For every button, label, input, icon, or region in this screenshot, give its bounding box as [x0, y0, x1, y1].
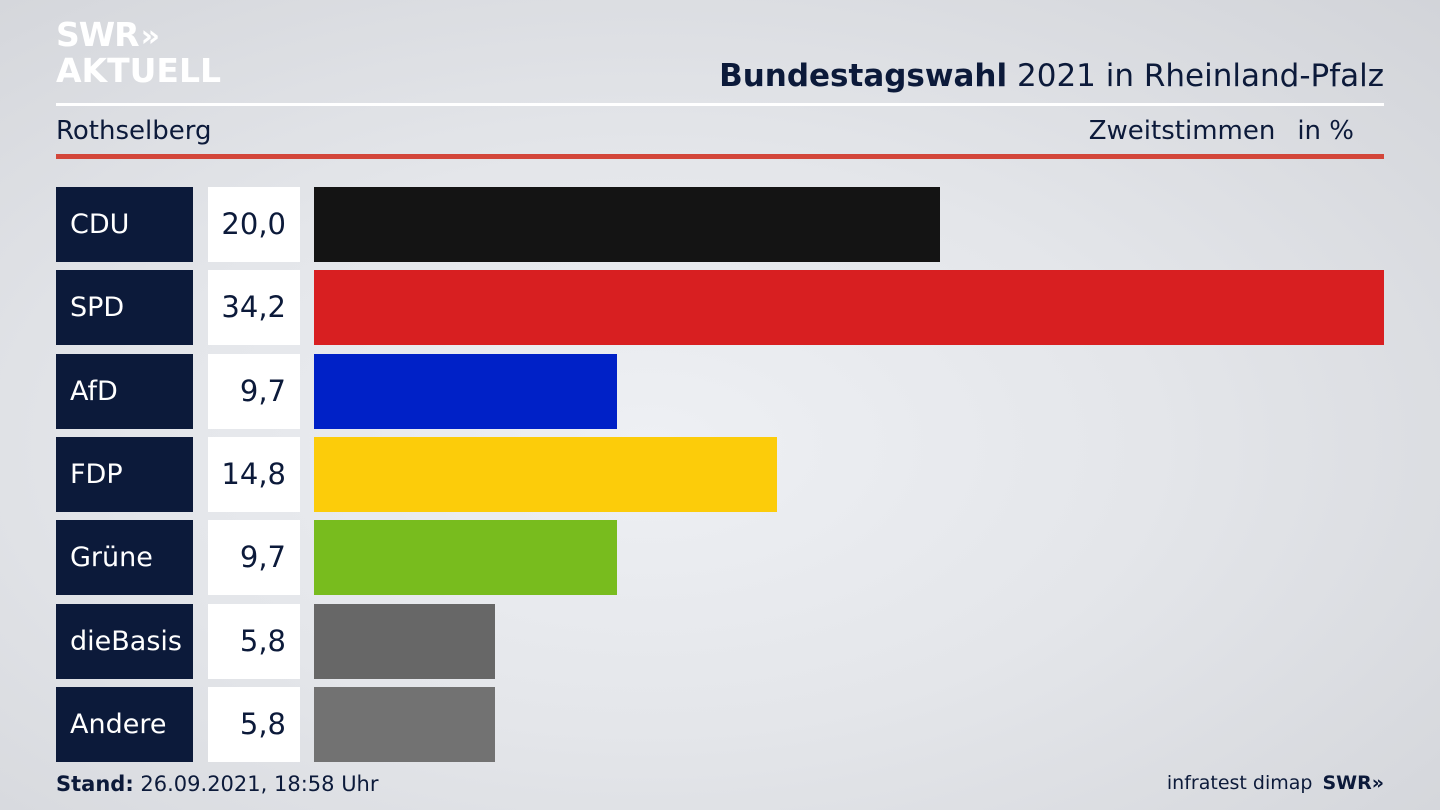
- value-label: 20,0: [208, 187, 300, 262]
- bar: [314, 604, 495, 679]
- party-label: CDU: [56, 187, 193, 262]
- region-label: Rothselberg: [56, 116, 212, 146]
- metric-label: Zweitstimmen in %: [1089, 116, 1354, 146]
- value-label: 9,7: [208, 520, 300, 595]
- bar-row: Grüne 9,7: [0, 520, 1440, 595]
- chart-title: Bundestagswahl 2021 in Rheinland-Pfalz: [719, 58, 1384, 94]
- swr-brand-icon: SWR»: [1322, 772, 1384, 794]
- party-label: AfD: [56, 354, 193, 429]
- bar-row: CDU 20,0: [0, 187, 1440, 262]
- stand-value: 26.09.2021, 18:58 Uhr: [140, 772, 379, 796]
- metric-unit: in %: [1297, 116, 1354, 146]
- party-label: SPD: [56, 270, 193, 345]
- swr-aktuell-logo: SWR» AKTUELL: [56, 18, 221, 88]
- logo-aktuell-text: AKTUELL: [56, 51, 222, 90]
- title-rest: 2021 in Rheinland-Pfalz: [1017, 58, 1384, 94]
- bar: [314, 520, 617, 595]
- source-label: infratest dimap: [1166, 772, 1313, 794]
- timestamp: Stand: 26.09.2021, 18:58 Uhr: [56, 772, 379, 796]
- bar-row: Andere 5,8: [0, 687, 1440, 762]
- bar: [314, 354, 617, 429]
- party-label: Andere: [56, 687, 193, 762]
- bar: [314, 187, 940, 262]
- bar-row: AfD 9,7: [0, 354, 1440, 429]
- value-label: 5,8: [208, 687, 300, 762]
- value-label: 9,7: [208, 354, 300, 429]
- bar-row: FDP 14,8: [0, 437, 1440, 512]
- value-label: 5,8: [208, 604, 300, 679]
- bar-row: dieBasis 5,8: [0, 604, 1440, 679]
- bar: [314, 687, 495, 762]
- title-bold: Bundestagswahl: [719, 58, 1008, 94]
- value-label: 14,8: [208, 437, 300, 512]
- party-label: FDP: [56, 437, 193, 512]
- logo-swr-text: SWR: [56, 15, 140, 54]
- stand-label: Stand:: [56, 772, 134, 796]
- value-label: 34,2: [208, 270, 300, 345]
- metric-name: Zweitstimmen: [1088, 116, 1276, 146]
- source-credit: infratest dimap SWR»: [1167, 772, 1384, 794]
- party-label: Grüne: [56, 520, 193, 595]
- party-label: dieBasis: [56, 604, 193, 679]
- accent-divider: [56, 154, 1384, 159]
- bar: [314, 270, 1384, 345]
- bar-row: SPD 34,2: [0, 270, 1440, 345]
- bar: [314, 437, 777, 512]
- header-divider: [56, 103, 1384, 106]
